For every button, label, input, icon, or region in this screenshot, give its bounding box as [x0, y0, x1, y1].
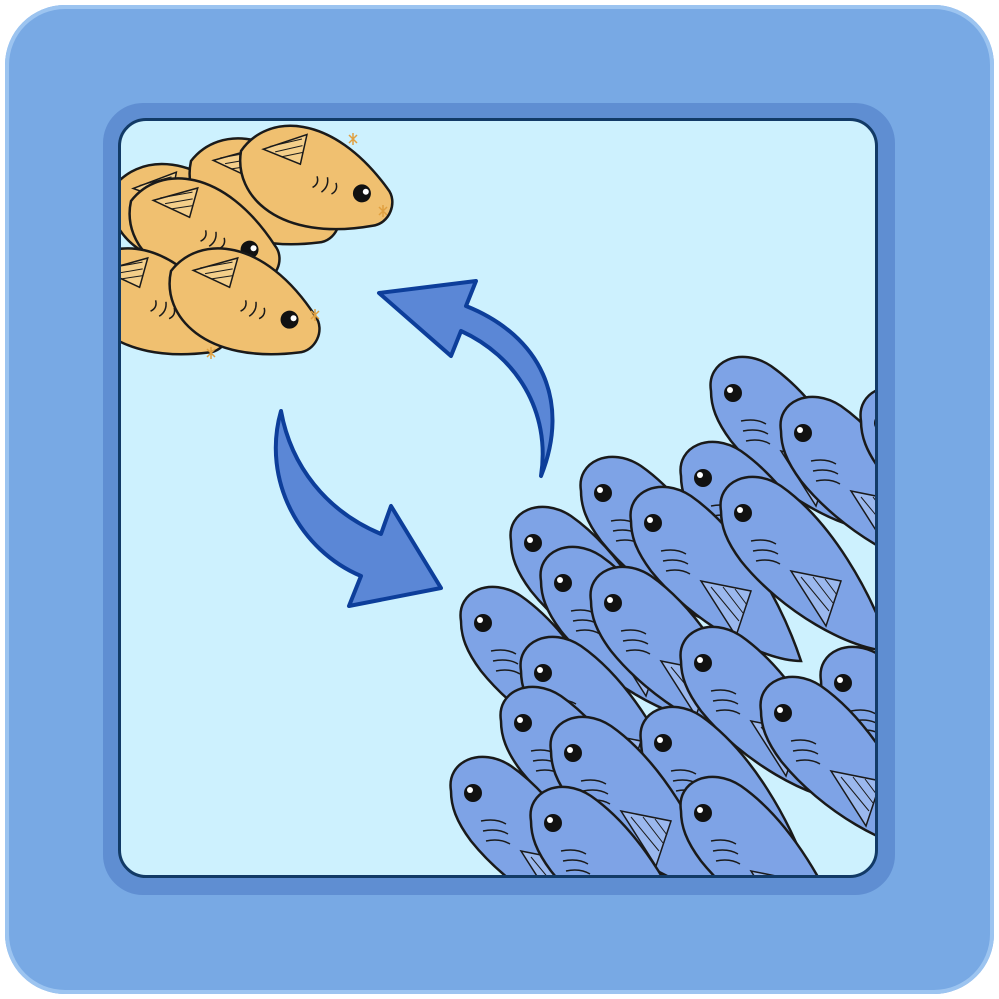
- orange-fish-school-icon: [121, 121, 410, 384]
- cycle-arrow-up-icon: [377, 279, 555, 478]
- scene-window: [118, 118, 878, 878]
- cycle-arrow-down-icon: [273, 409, 443, 608]
- blue-fish-school-icon: [449, 355, 875, 875]
- scene-canvas: [121, 121, 875, 875]
